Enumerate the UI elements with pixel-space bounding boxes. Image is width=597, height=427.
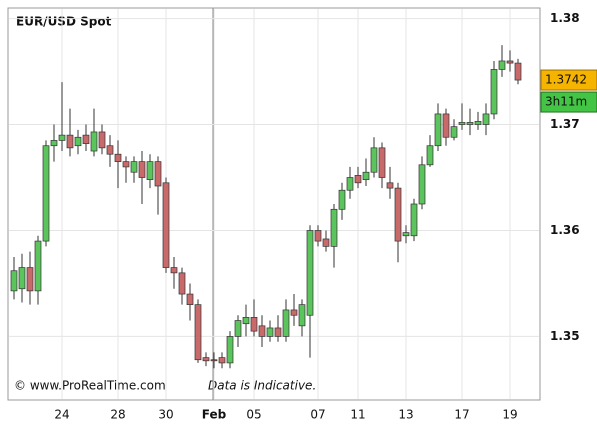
candle-body [418,164,426,205]
candle-body [458,122,466,125]
candle-body [42,145,50,242]
candle-body [154,161,162,187]
candle-body [258,325,266,337]
candle-body [266,327,274,337]
candle-body [162,182,170,268]
candle-body [282,309,290,337]
candle-body [250,317,258,332]
x-tick-label: 05 [246,408,261,422]
candle-body [442,113,450,138]
candle-body [146,161,154,180]
candle-body [218,357,226,364]
candle-body [186,293,194,305]
footer-source: © www.ProRealTime.com [14,379,166,393]
candle-body [450,126,458,138]
candle-body [298,304,306,327]
x-tick-label: 13 [398,408,413,422]
timer-label: 3h11m [545,95,587,109]
candle-body [242,317,250,325]
candle-body [138,161,146,178]
candle-body [394,187,402,242]
candle-body [378,147,386,178]
x-tick-label: 11 [350,408,365,422]
candle-body [370,147,378,173]
x-tick-label: 17 [454,408,469,422]
candle-body [354,175,362,184]
timer-box [540,91,597,113]
candle-body [362,171,370,180]
candle-body [330,208,338,247]
candle-body [50,140,58,147]
x-tick-label: Feb [202,408,227,422]
candle-body [466,122,474,125]
candle-body [170,267,178,274]
plot-frame [7,7,541,401]
candle-body [226,336,234,364]
candle-body [34,240,42,292]
candle-body [130,161,138,173]
candle-body [514,62,522,81]
candle-body [386,182,394,189]
candle-body [274,327,282,337]
x-tick-label: 30 [158,408,173,422]
candle-body [402,232,410,237]
candle-body [194,304,202,361]
candle-body [482,113,490,125]
candle-body [26,267,34,292]
chart-title: EUR/USD Spot [16,15,112,29]
candle-body [90,131,98,152]
candle-body [178,272,186,295]
candle-body [314,230,322,242]
candle-body [322,238,330,247]
candle-body [474,121,482,125]
footer-note: Data is Indicative. [208,379,316,393]
candle-body [290,309,298,316]
candle-body [66,134,74,149]
candle-body [426,145,434,166]
candle-body [58,134,66,141]
candle-body [202,357,210,362]
candle-body [234,320,242,337]
candle-body [490,69,498,115]
candle-body [74,136,82,147]
price-box [540,69,597,91]
candle-body [82,134,90,144]
x-tick-label: 19 [502,408,517,422]
x-tick-label: 07 [310,408,325,422]
candle-body [506,60,514,64]
candle-body [498,60,506,70]
candle-body [122,161,130,168]
candle-body [338,189,346,210]
candle-body [18,267,26,290]
candle-body [98,131,106,149]
y-tick-label: 1.36 [550,223,580,237]
candle-body [346,177,354,191]
y-tick-label: 1.37 [550,117,580,131]
x-tick-label: 28 [110,408,125,422]
candle-body [10,270,18,292]
candle-body [106,145,114,155]
candle-body [410,203,418,237]
candle-body [306,230,314,316]
x-tick-label: 24 [54,408,69,422]
y-tick-label: 1.35 [550,329,580,343]
price-label: 1.3742 [545,73,587,87]
candle-body [210,359,218,362]
candle-body [434,113,442,147]
y-tick-label: 1.38 [550,11,580,25]
candle-body [114,153,122,162]
